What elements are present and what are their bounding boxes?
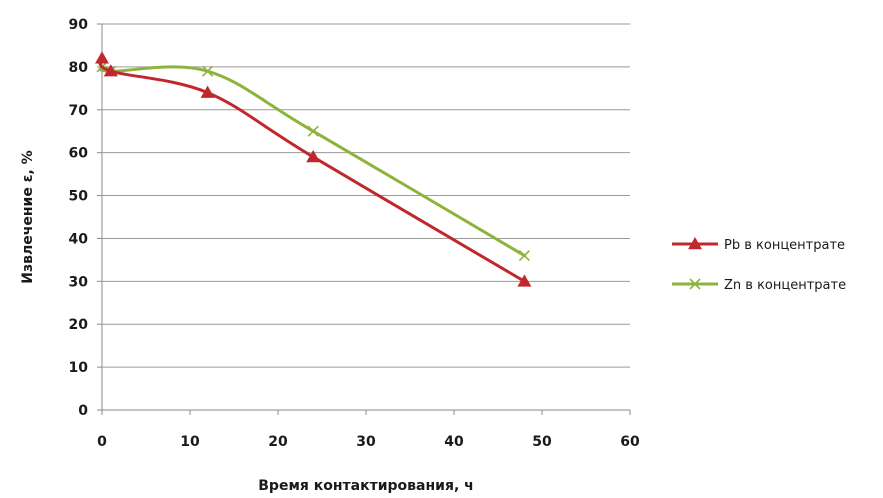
axes [97,23,631,415]
x-tick-label: 30 [356,434,376,450]
data-point-pb [517,274,532,287]
y-tick-label: 40 [69,231,89,247]
y-tick-labels: 0 10 20 30 40 50 60 70 80 90 [69,17,89,419]
y-tick-label: 30 [69,274,89,290]
legend-item: Zn в концентрате [672,278,846,293]
series-group [95,51,532,287]
data-point-pb [95,51,109,64]
legend-label: Pb в концентрате [724,238,845,253]
legend: Pb в концентрате Zn в концентрате [672,237,846,293]
series-line-pb [98,56,526,283]
y-tick-label: 50 [69,189,89,205]
y-tick-label: 90 [69,17,89,33]
y-tick-label: 60 [69,146,89,162]
data-point-zn [202,65,214,77]
data-point-zn [307,125,319,137]
y-tick-label: 70 [69,103,89,119]
legend-item: Pb в концентрате [672,237,845,253]
legend-marker [688,237,702,250]
x-axis-title: Время контактирования, ч [258,478,474,494]
legend-label: Zn в концентрате [724,278,846,293]
legend-marker [689,278,701,290]
y-tick-label: 0 [78,403,88,419]
data-point-pb [103,64,118,77]
data-point-pb [200,85,215,98]
x-tick-label: 10 [180,434,200,450]
x-tick-label: 0 [97,434,107,450]
x-tick-label: 40 [444,434,464,450]
y-axis-title: Извлечение ε, % [20,150,36,283]
y-tick-label: 10 [69,360,89,376]
x-tick-label: 20 [268,434,288,450]
data-point-zn [518,250,530,262]
x-tick-labels: 0 10 20 30 40 50 60 [97,434,640,450]
grid-lines [102,23,630,368]
y-tick-label: 80 [69,60,89,76]
data-point-pb [306,149,321,163]
y-tick-label: 20 [69,317,89,333]
x-tick-label: 50 [532,434,552,450]
x-tick-label: 60 [620,434,640,450]
